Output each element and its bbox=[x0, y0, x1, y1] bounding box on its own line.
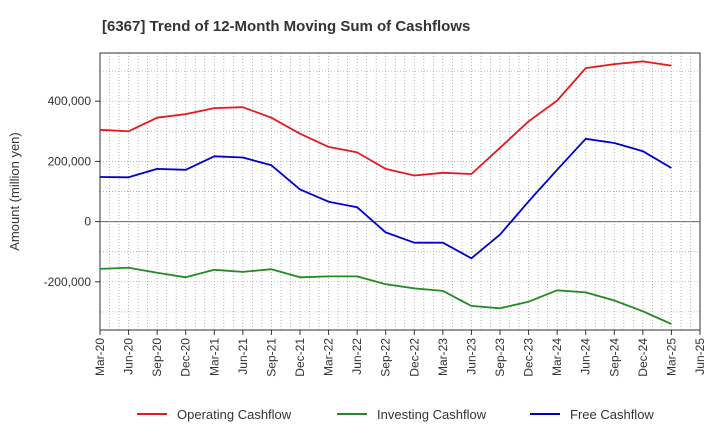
x-tick-label: Dec-20 bbox=[179, 338, 193, 377]
y-axis-ticks: -200,000 0 200,000 400,000 bbox=[44, 94, 100, 289]
plot-area bbox=[99, 52, 701, 331]
x-tick-label: Dec-22 bbox=[407, 338, 421, 377]
x-tick-label: Jun-21 bbox=[236, 338, 250, 375]
legend-label: Operating Cashflow bbox=[177, 407, 292, 422]
y-tick-label: 200,000 bbox=[48, 154, 92, 168]
x-axis-ticks: Mar-20 Jun-20 Sep-20 Dec-20 Mar-21 Jun-21 Sep-… bbox=[93, 330, 707, 377]
legend: Operating Cashflow Investing Cashflow Free… bbox=[137, 407, 654, 422]
x-tick-label: Dec-21 bbox=[293, 338, 307, 377]
legend-label: Free Cashflow bbox=[570, 407, 654, 422]
x-tick-label: Sep-21 bbox=[264, 338, 278, 377]
grid-lines bbox=[100, 53, 700, 330]
x-tick-label: Sep-23 bbox=[493, 338, 507, 377]
series-lines bbox=[99, 60, 672, 325]
x-tick-label: Sep-20 bbox=[150, 338, 164, 377]
x-tick-label: Mar-24 bbox=[550, 338, 564, 376]
series-line bbox=[99, 60, 672, 177]
y-tick-label: 0 bbox=[84, 215, 91, 229]
x-tick-label: Jun-25 bbox=[693, 338, 707, 375]
x-tick-label: Mar-21 bbox=[207, 338, 221, 376]
y-tick-label: 400,000 bbox=[48, 94, 92, 108]
x-tick-label: Mar-20 bbox=[93, 338, 107, 376]
x-tick-label: Jun-22 bbox=[350, 338, 364, 375]
x-tick-label: Jun-24 bbox=[579, 338, 593, 375]
y-axis-label: Amount (million yen) bbox=[7, 132, 22, 251]
x-tick-label: Mar-23 bbox=[436, 338, 450, 376]
series-line bbox=[99, 137, 672, 260]
chart-title: [6367] Trend of 12-Month Moving Sum of C… bbox=[102, 18, 470, 35]
legend-label: Investing Cashflow bbox=[377, 407, 487, 422]
x-tick-label: Dec-24 bbox=[636, 338, 650, 377]
x-tick-label: Mar-25 bbox=[664, 338, 678, 376]
x-tick-label: Jun-23 bbox=[464, 338, 478, 375]
x-tick-label: Sep-22 bbox=[379, 338, 393, 377]
x-tick-label: Sep-24 bbox=[607, 338, 621, 377]
x-tick-label: Mar-22 bbox=[322, 338, 336, 376]
series-line bbox=[99, 266, 672, 325]
x-tick-label: Dec-23 bbox=[522, 338, 536, 377]
x-tick-label: Jun-20 bbox=[122, 338, 136, 375]
y-tick-label: -200,000 bbox=[44, 275, 92, 289]
